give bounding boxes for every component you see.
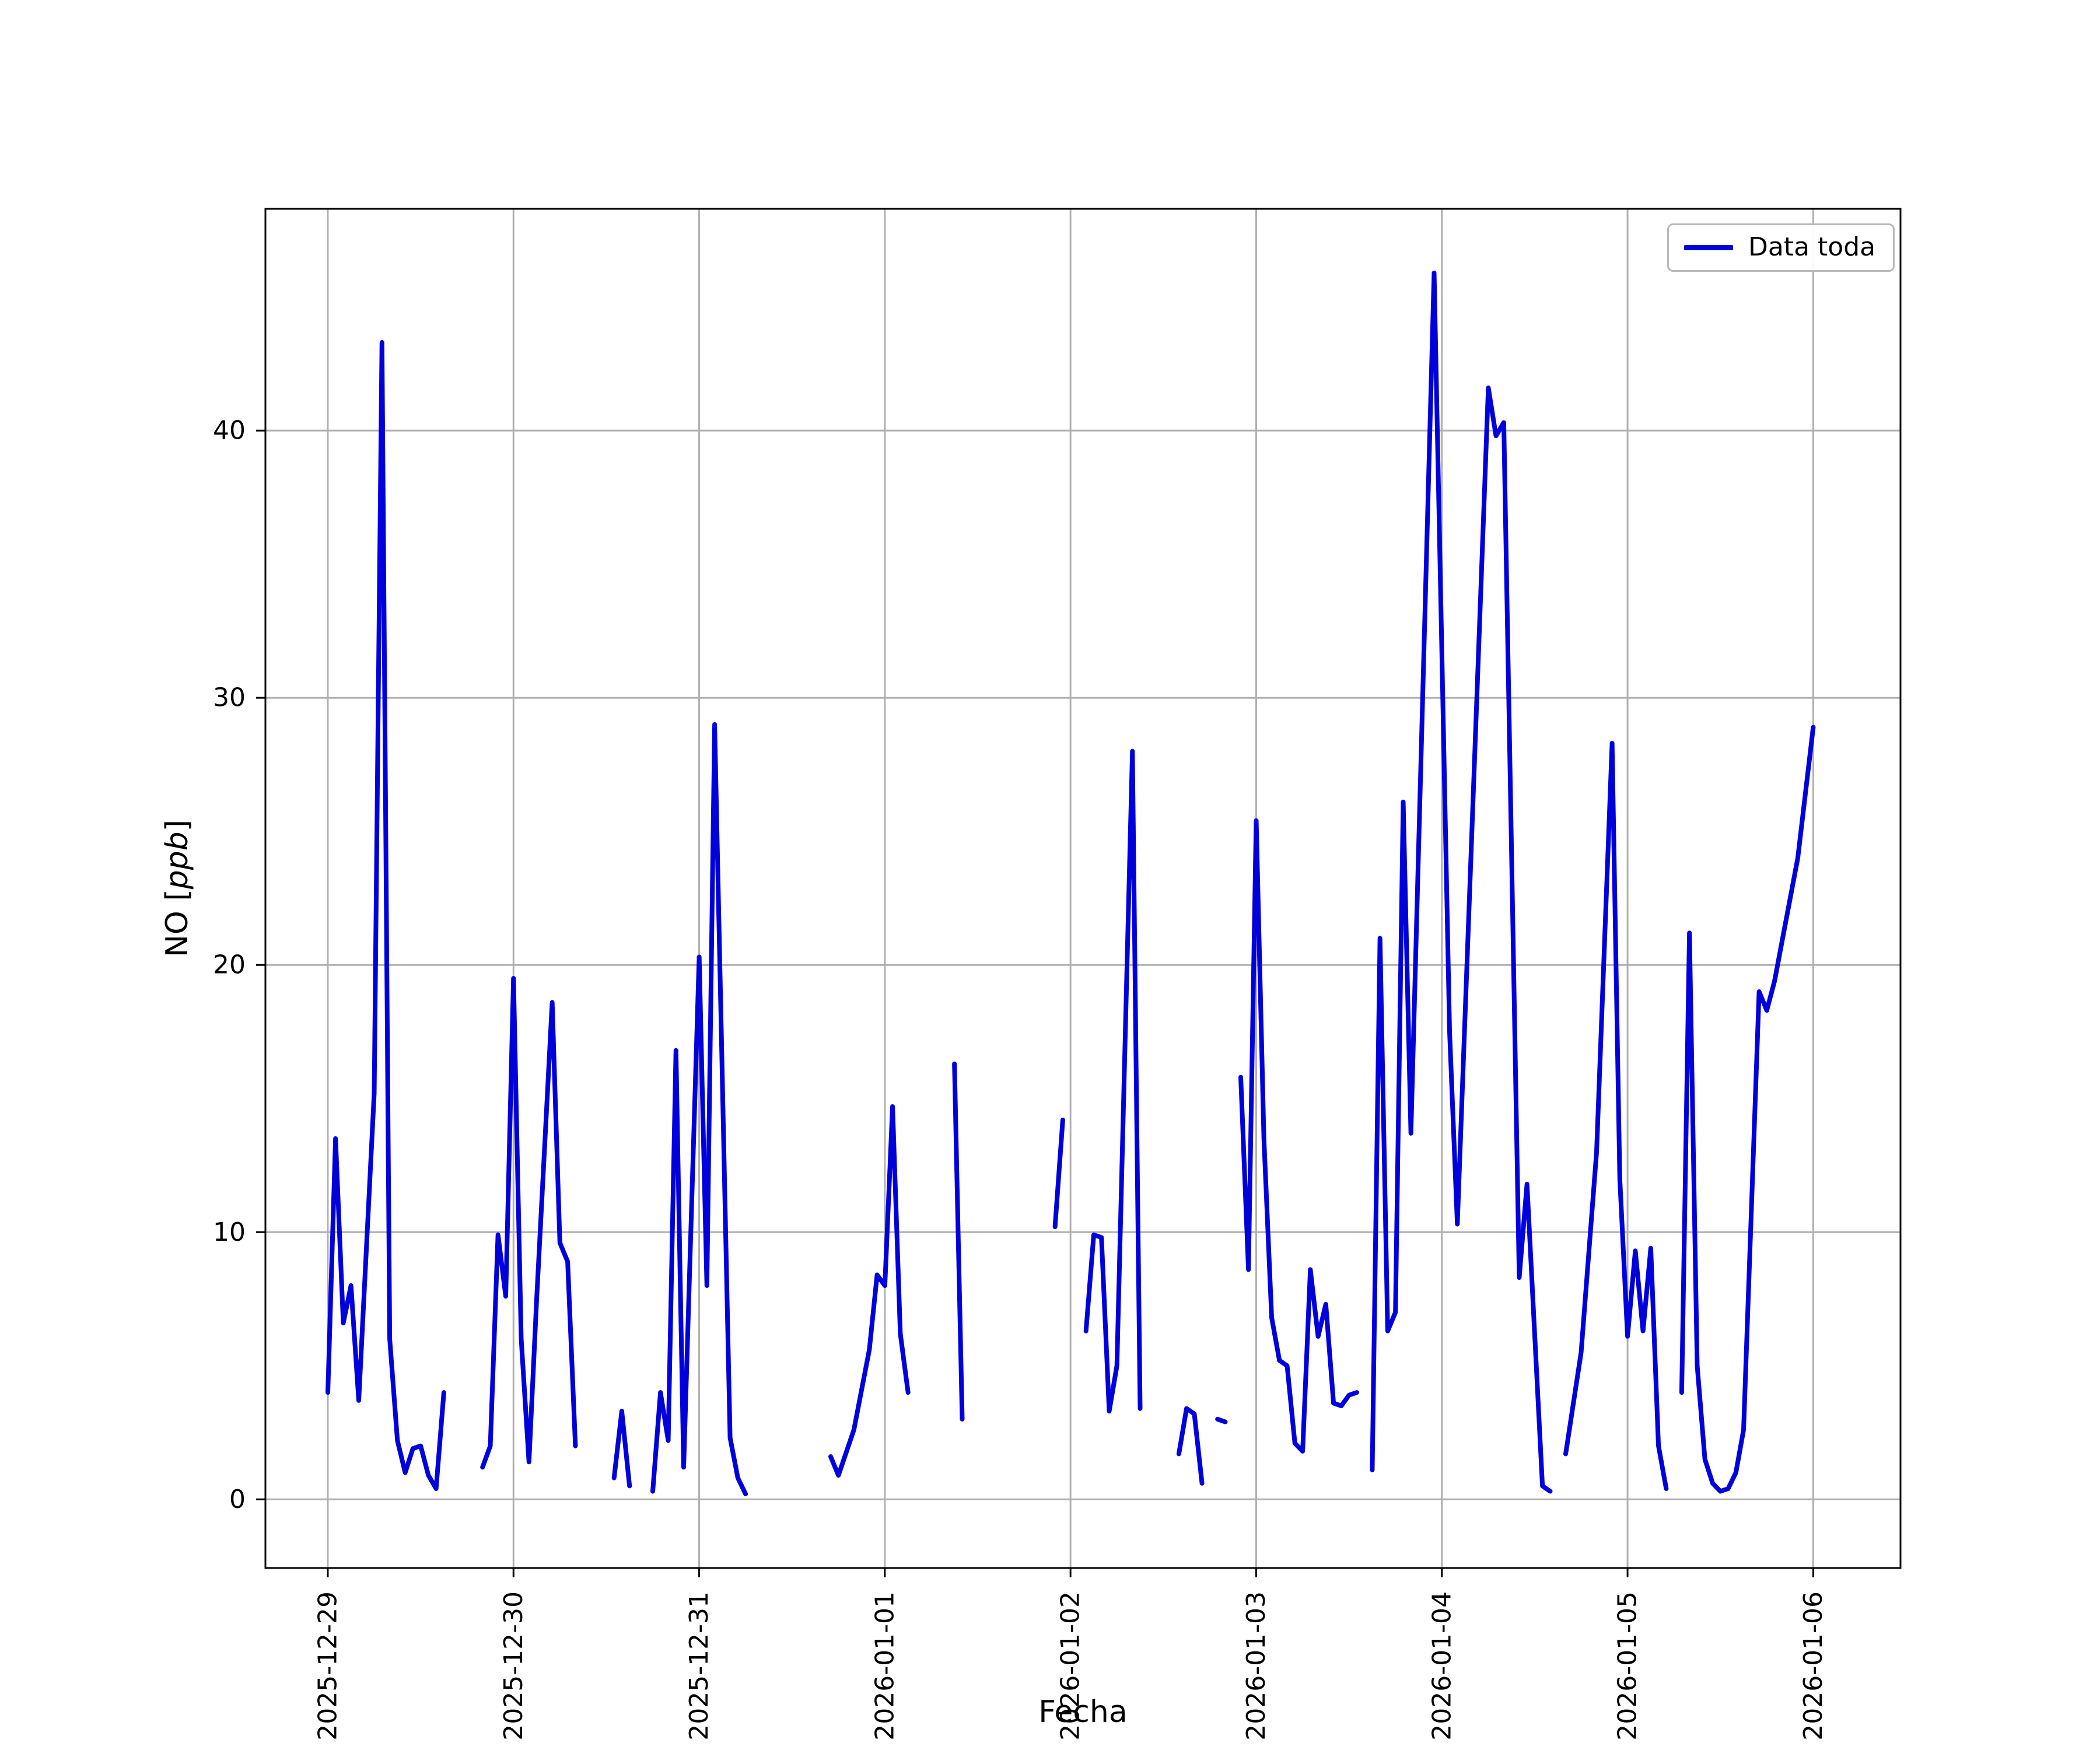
data-line-segment bbox=[1052, 1117, 1065, 1230]
data-line-segment bbox=[480, 976, 578, 1470]
x-tick-label: 2026-01-06 bbox=[1798, 1591, 1828, 1741]
x-axis-label: Fecha bbox=[1038, 1695, 1128, 1730]
x-tick-label: 2026-01-05 bbox=[1613, 1591, 1643, 1741]
y-tick-label: 30 bbox=[213, 683, 246, 713]
data-line-segment bbox=[952, 1061, 965, 1422]
y-tick-label: 10 bbox=[213, 1217, 246, 1247]
y-tick-label: 0 bbox=[229, 1485, 246, 1514]
data-line-segment bbox=[1370, 270, 1553, 1494]
data-line-segment bbox=[1176, 1406, 1205, 1486]
data-line-segment bbox=[611, 1409, 632, 1489]
legend: Data toda bbox=[1667, 223, 1895, 272]
data-line-segment bbox=[1215, 1416, 1228, 1424]
data-line-segment bbox=[1563, 741, 1669, 1491]
y-axis-label-unit: ppb bbox=[160, 831, 195, 890]
x-tick-label: 2026-01-03 bbox=[1241, 1591, 1271, 1741]
y-axis-label: NO [ppb] bbox=[160, 597, 196, 1180]
y-axis-label-prefix: NO [ bbox=[160, 889, 195, 957]
y-tick-label: 20 bbox=[213, 950, 246, 980]
axes-spines bbox=[264, 208, 1902, 1569]
x-tick-label: 2026-01-01 bbox=[870, 1591, 900, 1741]
x-tick-label: 2026-01-02 bbox=[1056, 1591, 1086, 1741]
data-line-segment bbox=[1679, 724, 1816, 1494]
x-tick-label: 2026-01-04 bbox=[1427, 1591, 1457, 1741]
data-line-segment bbox=[326, 340, 446, 1491]
data-line-segment bbox=[650, 722, 748, 1497]
data-line-segment bbox=[828, 1104, 911, 1478]
y-tick-label: 40 bbox=[213, 416, 246, 446]
data-line-segment bbox=[1238, 818, 1359, 1454]
y-axis-label-suffix: ] bbox=[160, 820, 195, 832]
legend-line-sample bbox=[1684, 244, 1733, 250]
data-line-segment bbox=[1083, 748, 1143, 1414]
x-tick-label: 2025-12-29 bbox=[313, 1591, 342, 1741]
x-tick-label: 2025-12-30 bbox=[499, 1591, 528, 1741]
x-tick-label: 2025-12-31 bbox=[684, 1591, 714, 1741]
legend-label: Data toda bbox=[1748, 232, 1876, 262]
